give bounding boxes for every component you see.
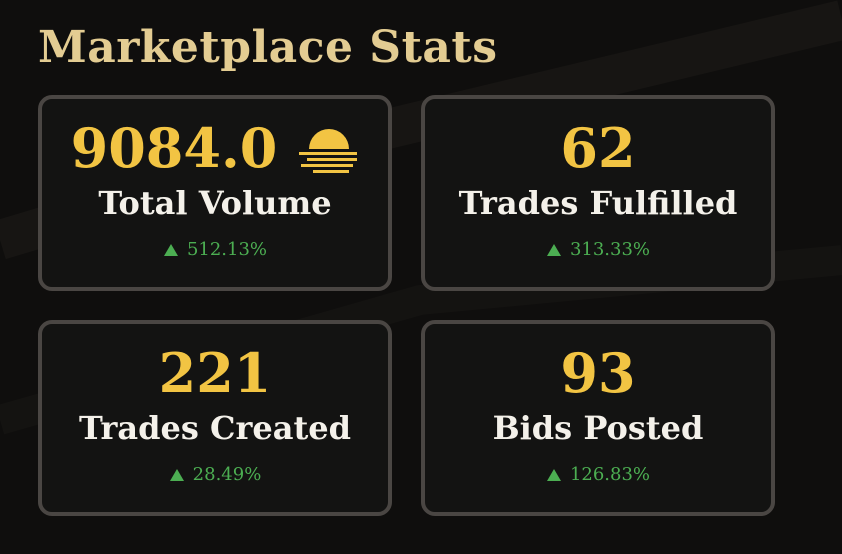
- stat-value: 93: [560, 341, 636, 405]
- stat-card: 221 Trades Created 28.49%: [38, 320, 392, 516]
- stat-card: 93 Bids Posted 126.83%: [421, 320, 775, 516]
- stat-value: 9084.0: [70, 116, 278, 180]
- stat-card: 9084.0 Total Volume 512.13%: [38, 95, 392, 291]
- up-arrow-icon: [163, 243, 178, 256]
- stat-value: 221: [158, 341, 272, 405]
- currency-icon: [299, 129, 358, 173]
- stat-label: Trades Fulfilled: [458, 184, 738, 222]
- stat-label: Trades Created: [79, 409, 351, 447]
- stat-label: Total Volume: [98, 184, 332, 222]
- value-row: 93: [425, 338, 771, 408]
- change-percent: 28.49%: [192, 464, 262, 485]
- stat-change: 313.33%: [425, 239, 771, 260]
- change-percent: 313.33%: [569, 239, 651, 260]
- up-arrow-icon: [546, 468, 561, 481]
- value-row: 9084.0: [42, 113, 388, 183]
- page-title: Marketplace Stats: [38, 22, 498, 73]
- stat-change: 28.49%: [42, 464, 388, 485]
- change-percent: 126.83%: [569, 464, 651, 485]
- stat-label: Bids Posted: [492, 409, 704, 447]
- change-percent: 512.13%: [186, 239, 268, 260]
- stat-card: 62 Trades Fulfilled 313.33%: [421, 95, 775, 291]
- stat-value: 62: [560, 116, 636, 180]
- stat-change: 126.83%: [425, 464, 771, 485]
- value-row: 62: [425, 113, 771, 183]
- stat-change: 512.13%: [42, 239, 388, 260]
- value-row: 221: [42, 338, 388, 408]
- up-arrow-icon: [169, 468, 184, 481]
- up-arrow-icon: [546, 243, 561, 256]
